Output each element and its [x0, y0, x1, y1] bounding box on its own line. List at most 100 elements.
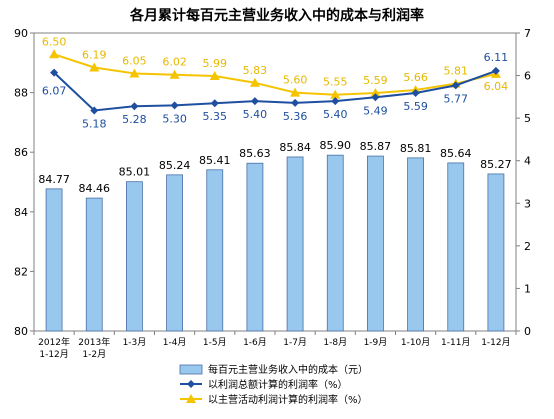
x-axis-tick-label: 1-11月	[441, 337, 470, 348]
cost-bar	[166, 174, 183, 332]
legend: 每百元主营业务收入中的成本（元） 以利润总额计算的利润率（%） 以主营活动利润计算的…	[179, 363, 368, 406]
left-axis-tick-label: 82	[14, 265, 28, 278]
operating-profit-rate-label: 5.59	[363, 74, 388, 87]
total-profit-rate-point	[250, 97, 259, 106]
cost-bar-label: 85.87	[360, 140, 392, 153]
cost-bar	[447, 162, 465, 332]
total-profit-rate-label: 5.18	[82, 117, 107, 130]
left-axis-tick-label: 86	[14, 146, 28, 159]
operating-profit-rate-label: 5.99	[203, 57, 228, 70]
x-axis-tick-label: 1-10月	[401, 337, 430, 348]
right-axis-tick-label: 1	[524, 282, 531, 295]
x-axis-tick-label: 2013年	[78, 336, 110, 348]
total-profit-rate-point	[331, 97, 340, 106]
total-profit-rate-label: 5.28	[122, 113, 147, 126]
x-axis-tick-label: 2012年	[38, 336, 70, 348]
x-axis-tick-label: 1-9月	[364, 337, 388, 348]
total-profit-rate-point	[291, 98, 300, 107]
cost-bar	[246, 162, 264, 332]
total-profit-rate-label: 5.36	[283, 110, 308, 123]
operating-profit-rate-point	[370, 88, 381, 98]
total-profit-rate-point	[210, 99, 219, 108]
cost-bar	[45, 188, 63, 332]
cost-bar-label: 85.84	[279, 141, 311, 154]
right-axis-tick-label: 3	[524, 197, 531, 210]
cost-bar-label: 85.90	[320, 139, 352, 152]
operating-profit-rate-label: 5.83	[243, 64, 268, 77]
operating-profit-rate-label: 6.50	[42, 35, 67, 48]
total-profit-rate-point	[50, 68, 59, 77]
cost-bar	[407, 157, 424, 332]
x-axis-tick-label: 1-4月	[163, 337, 187, 348]
operating-profit-rate-point	[169, 69, 180, 79]
total-profit-rate-label: 5.40	[323, 108, 348, 121]
left-axis-tick-label: 80	[14, 325, 28, 338]
x-axis-tick-label: 1-3月	[123, 337, 147, 348]
cost-bar	[487, 173, 505, 332]
operating-profit-rate-point	[249, 77, 260, 87]
x-axis-tick-label: 1-12月	[39, 349, 68, 360]
legend-label-operating-profit-rate: 以主营活动利润计算的利润率（%）	[208, 393, 368, 406]
operating-profit-rate-label: 5.81	[444, 65, 469, 78]
operating-profit-rate-label: 6.19	[82, 48, 107, 61]
right-axis-tick-label: 0	[524, 325, 531, 338]
total-profit-rate-label: 5.30	[162, 112, 187, 125]
cost-bar-label: 85.24	[159, 159, 191, 172]
operating-profit-rate-label: 6.05	[122, 54, 147, 67]
left-axis-tick-label: 90	[14, 27, 28, 40]
legend-label-total-profit-rate: 以利润总额计算的利润率（%）	[208, 378, 348, 391]
legend-marker-operating-profit-rate	[186, 394, 196, 403]
x-axis-tick-label: 1-12月	[481, 337, 510, 348]
cost-bar	[206, 169, 224, 332]
total-profit-rate-point	[451, 81, 460, 90]
total-profit-rate-label: 6.11	[484, 51, 509, 64]
cost-bar	[126, 181, 143, 332]
left-axis-tick-label: 84	[14, 206, 28, 219]
right-axis-tick-label: 5	[524, 112, 531, 125]
operating-profit-rate-label: 5.55	[323, 76, 348, 89]
operating-profit-rate-point	[330, 89, 341, 99]
cost-bar-label: 85.63	[239, 147, 271, 160]
legend-label-cost: 每百元主营业务收入中的成本（元）	[208, 363, 368, 376]
right-axis-tick-label: 2	[524, 240, 531, 253]
cost-bar-label: 85.81	[400, 142, 432, 155]
x-axis-tick-label: 1-2月	[82, 349, 106, 360]
total-profit-rate-point	[130, 102, 139, 111]
cost-bar	[367, 155, 384, 332]
total-profit-rate-label: 5.40	[243, 108, 268, 121]
cost-bar-label: 85.41	[199, 154, 231, 167]
right-axis-tick-label: 6	[524, 70, 531, 83]
x-axis-tick-label: 1-6月	[243, 337, 267, 348]
operating-profit-rate-label: 5.60	[283, 74, 308, 87]
x-axis-tick-label: 1-8月	[323, 337, 347, 348]
left-axis-tick-label: 88	[14, 87, 28, 100]
total-profit-rate-line	[53, 69, 497, 112]
x-axis-tick-label: 1-7月	[283, 337, 307, 348]
total-profit-rate-label: 5.77	[444, 92, 469, 105]
total-profit-rate-point	[491, 66, 500, 75]
total-profit-rate-point	[411, 89, 420, 98]
operating-profit-rate-point	[290, 87, 301, 97]
operating-profit-rate-line	[53, 53, 497, 96]
cost-bar	[326, 154, 344, 332]
operating-profit-rate-point	[209, 70, 220, 80]
operating-profit-rate-point	[89, 62, 100, 72]
operating-profit-rate-label: 6.04	[484, 80, 509, 93]
operating-profit-rate-label: 5.66	[403, 71, 428, 84]
cost-bar	[85, 197, 103, 332]
chart-title: 各月累计每百元主营业务收入中的成本与利润率	[129, 7, 424, 24]
total-profit-rate-label: 5.35	[203, 110, 228, 123]
right-axis-tick-label: 7	[524, 27, 531, 40]
legend-marker-total-profit-rate	[187, 380, 195, 388]
cost-bar	[286, 156, 304, 332]
total-profit-rate-label: 5.49	[363, 104, 388, 117]
x-axis-tick-label: 1-5月	[203, 337, 227, 348]
operating-profit-rate-point	[49, 49, 60, 59]
operating-profit-rate-point	[129, 68, 140, 78]
total-profit-rate-label: 5.59	[403, 100, 428, 113]
total-profit-rate-point	[170, 101, 179, 110]
operating-profit-rate-label: 6.02	[162, 56, 187, 69]
cost-bar-label: 85.01	[119, 166, 151, 179]
legend-swatch-cost	[179, 364, 203, 375]
